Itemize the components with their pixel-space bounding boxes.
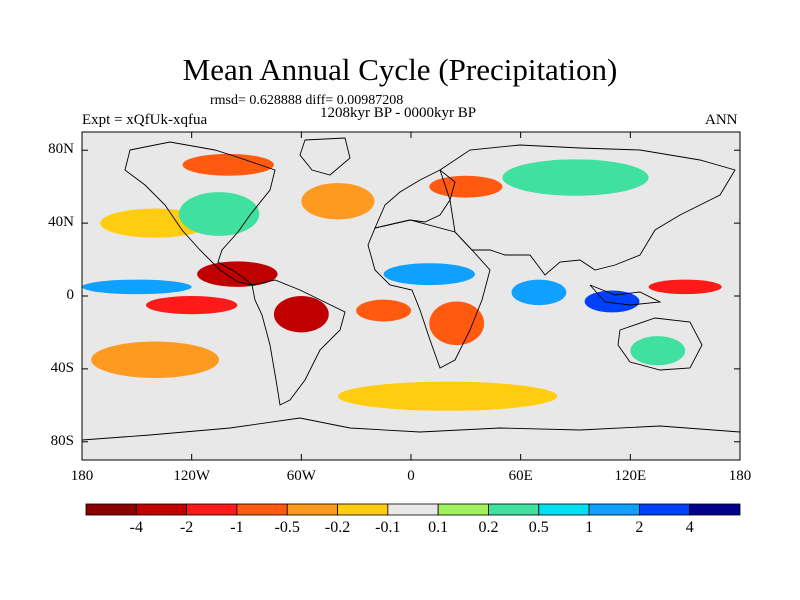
colorbar-label: 0.5 <box>528 519 549 536</box>
colorbar-label: -4 <box>129 519 143 536</box>
europe-coast <box>374 169 456 229</box>
colorbar-label: -0.2 <box>324 519 351 536</box>
experiment-label: Expt = xQfUk-xqfua <box>82 112 208 128</box>
field-central-america-dry <box>197 261 278 287</box>
field-maritime-continent-wet <box>584 290 640 313</box>
map-title: Mean Annual Cycle (Precipitation) <box>182 52 618 87</box>
colorbar-swatch <box>538 503 590 516</box>
colorbar-swatch <box>286 503 338 516</box>
colorbar-swatch <box>85 503 137 516</box>
colorbar-swatch <box>638 503 691 516</box>
field-siberia-wet <box>502 159 649 196</box>
colorbar-swatch <box>387 503 439 516</box>
colorbar-label: -2 <box>179 519 194 536</box>
australia-coast <box>617 317 703 371</box>
y-tick-label: 0 <box>66 287 75 303</box>
x-tick-label: 180 <box>728 468 752 484</box>
colorbar-label: -0.1 <box>375 519 401 536</box>
coastlines <box>81 137 741 441</box>
colorbar-label: 4 <box>685 519 694 536</box>
y-tick-label: 40S <box>50 359 74 376</box>
colorbar-swatch <box>135 503 188 516</box>
colorbar-label: 0.1 <box>428 519 449 536</box>
field-indian-ocean-wet <box>511 279 567 306</box>
colorbar-swatch <box>689 503 741 516</box>
field-north-america-wet <box>178 192 260 236</box>
y-tick-label: 40N <box>48 214 74 231</box>
x-tick-label: 180 <box>70 468 94 484</box>
y-tick-label: 80S <box>50 432 74 449</box>
field-australia-wet <box>630 336 686 366</box>
colorbar-label: 1 <box>585 519 594 536</box>
colorbar-swatch <box>186 503 238 516</box>
colorbar-swatch <box>236 503 288 516</box>
field-southern-ocean-dry <box>337 381 558 411</box>
colorbar-swatch <box>488 503 540 516</box>
asia-coast <box>439 144 736 276</box>
field-north-atlantic-band <box>301 183 375 220</box>
anomaly-fields <box>82 153 722 411</box>
colorbar-label: -0.5 <box>274 519 300 536</box>
colorbar-swatch <box>588 503 640 516</box>
colorbar-label: 2 <box>635 519 644 536</box>
field-east-pacific-dry <box>145 296 238 315</box>
field-sahel-wet <box>383 263 475 286</box>
x-tick-label: 60W <box>286 468 316 484</box>
field-west-pacific-itcz-wet <box>82 279 192 295</box>
field-south-atlantic-dry <box>356 299 412 322</box>
field-southern-africa-dry <box>429 301 485 346</box>
x-tick-label: 120W <box>173 468 210 484</box>
colorbar-label: -1 <box>230 519 244 536</box>
x-tick-label: 120E <box>614 468 647 484</box>
axis-ticks <box>81 132 741 460</box>
colorbar-swatch <box>337 503 389 516</box>
x-tick-label: 0 <box>407 468 415 484</box>
field-amazon-dry <box>273 296 329 333</box>
x-tick-label: 60E <box>508 468 533 484</box>
rmsd-diff-stats: rmsd= 0.628888 diff= 0.00987208 <box>210 93 404 108</box>
field-west-pacific-dry <box>648 279 722 295</box>
colorbar <box>85 503 741 516</box>
field-arctic-drying <box>182 153 274 176</box>
field-south-pacific-dry <box>91 341 220 378</box>
colorbar-swatch <box>437 503 489 516</box>
south-america-coast <box>251 279 346 406</box>
indonesia-coast <box>589 284 662 306</box>
greenland-coast <box>299 137 351 176</box>
y-tick-label: 80N <box>48 141 74 158</box>
field-europe-dry <box>429 175 503 198</box>
antarctica-coast <box>81 417 741 441</box>
colorbar-label: 0.2 <box>478 519 499 536</box>
season-label: ANN <box>705 112 738 128</box>
north-america-coast <box>124 141 276 286</box>
period-label: 1208kyr BP - 0000kyr BP <box>320 105 477 121</box>
